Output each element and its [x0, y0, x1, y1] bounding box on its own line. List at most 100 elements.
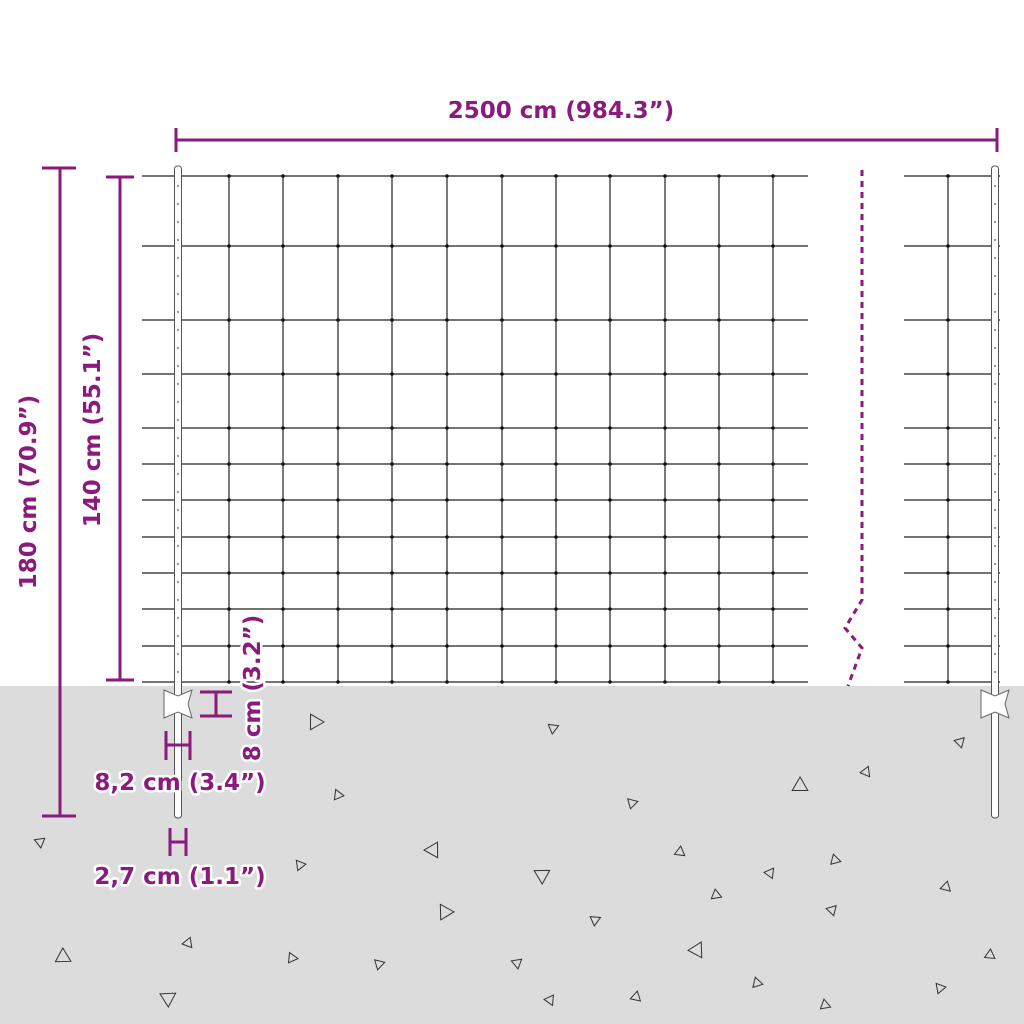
wire-knot: [445, 426, 449, 430]
stone: [333, 788, 345, 801]
wire-knot: [500, 372, 504, 376]
wire-knot: [663, 426, 667, 430]
wire-knot: [445, 680, 449, 684]
stone: [752, 976, 764, 989]
stone: [763, 867, 775, 880]
post-hole: [993, 652, 997, 656]
anchor-plate: [163, 689, 193, 719]
wire-knot: [227, 535, 231, 539]
wire-knot: [336, 174, 340, 178]
wire-knot: [771, 571, 775, 575]
wire-knot: [281, 174, 285, 178]
wire-knot: [717, 462, 721, 466]
post-hole: [176, 382, 180, 386]
post-hole: [993, 508, 997, 512]
wire-knot: [946, 498, 950, 502]
wire-knot: [717, 426, 721, 430]
wire-knot: [445, 607, 449, 611]
post-hole: [993, 454, 997, 458]
wire-knot: [663, 607, 667, 611]
wire-knot: [554, 535, 558, 539]
post-hole: [176, 544, 180, 548]
post-hole: [176, 220, 180, 224]
wire-knot: [946, 535, 950, 539]
wire-knot: [281, 244, 285, 248]
wire-knot: [281, 372, 285, 376]
wire-knot: [946, 607, 950, 611]
wire-knot: [336, 607, 340, 611]
wire-knot: [608, 244, 612, 248]
wire-knot: [771, 426, 775, 430]
wire-knot: [281, 571, 285, 575]
wire-knot: [608, 644, 612, 648]
post-hole: [176, 418, 180, 422]
wire-knot: [390, 244, 394, 248]
stone: [373, 959, 386, 971]
wire-knot: [227, 426, 231, 430]
ground: [0, 686, 1024, 1024]
post-hole: [993, 364, 997, 368]
post-hole: [993, 346, 997, 350]
wire-knot: [946, 318, 950, 322]
wire-knot: [663, 462, 667, 466]
wire-knot: [390, 372, 394, 376]
wire-knot: [946, 462, 950, 466]
post-hole: [993, 328, 997, 332]
wire-knot: [281, 462, 285, 466]
wire-knot: [336, 535, 340, 539]
stone: [589, 915, 602, 927]
wire-knot: [227, 174, 231, 178]
wire-knot: [390, 644, 394, 648]
post-hole: [176, 454, 180, 458]
stone: [673, 845, 686, 857]
wire-knot: [500, 318, 504, 322]
stone: [309, 713, 325, 731]
wire-knot: [608, 462, 612, 466]
stone: [295, 859, 307, 872]
post-hole: [176, 652, 180, 656]
wire-knot: [554, 607, 558, 611]
post-hole: [176, 274, 180, 278]
wire-knot: [717, 644, 721, 648]
wire-knot: [771, 174, 775, 178]
post-hole: [993, 274, 997, 278]
wire-knot: [445, 174, 449, 178]
wire-knot: [608, 498, 612, 502]
wire-knot: [771, 244, 775, 248]
dimension-lines: [42, 128, 999, 856]
wire-knot: [336, 244, 340, 248]
wire-knot: [717, 571, 721, 575]
post-hole: [176, 490, 180, 494]
wire-knot: [717, 372, 721, 376]
wire-knot: [946, 426, 950, 430]
wire-knot: [946, 174, 950, 178]
post-hole: [993, 256, 997, 260]
stone: [939, 880, 952, 892]
post-hole: [993, 184, 997, 188]
post-hole: [176, 580, 180, 584]
post-hole: [176, 238, 180, 242]
wire-knot: [336, 462, 340, 466]
wire-knot: [717, 174, 721, 178]
post-hole: [993, 202, 997, 206]
post-hole: [993, 544, 997, 548]
wire-knot: [281, 680, 285, 684]
wire-knot: [390, 462, 394, 466]
wire-knot: [227, 372, 231, 376]
stone: [510, 958, 523, 970]
wire-knot: [445, 372, 449, 376]
post-hole: [176, 256, 180, 260]
stone: [33, 837, 46, 849]
post-hole: [176, 346, 180, 350]
wire-knot: [554, 571, 558, 575]
wire-knot: [663, 372, 667, 376]
wire-knot: [608, 535, 612, 539]
wire-knot: [500, 498, 504, 502]
wire-knot: [500, 607, 504, 611]
wire-knot: [336, 426, 340, 430]
post-hole: [176, 364, 180, 368]
stone: [629, 990, 642, 1002]
wire-knot: [946, 571, 950, 575]
wire-knot: [554, 426, 558, 430]
